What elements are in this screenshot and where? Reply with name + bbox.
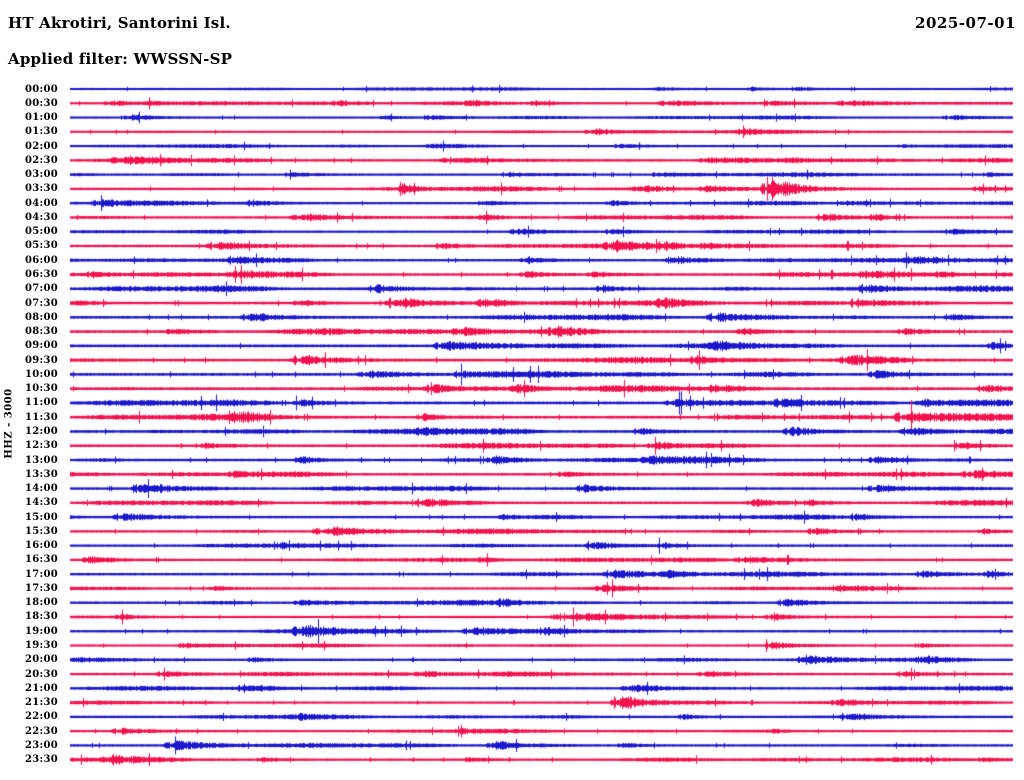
trace-time-label: 09:30 — [24, 354, 58, 366]
trace-time-label: 12:00 — [24, 425, 58, 437]
trace-time-label: 00:30 — [24, 97, 58, 109]
trace-time-label: 04:00 — [24, 197, 58, 209]
trace-time-label: 14:00 — [24, 483, 58, 495]
trace-time-label: 21:00 — [24, 682, 58, 694]
trace-time-label: 15:30 — [24, 525, 58, 537]
trace-time-label: 19:30 — [24, 640, 58, 652]
trace-time-label: 01:00 — [24, 112, 58, 124]
trace-time-label: 19:00 — [24, 625, 58, 637]
trace-time-label: 22:00 — [24, 711, 58, 723]
trace-time-label: 10:30 — [24, 383, 58, 395]
trace-time-label: 17:00 — [24, 568, 58, 580]
trace-time-label: 06:00 — [24, 254, 58, 266]
trace-time-label: 16:30 — [24, 554, 58, 566]
trace-time-label: 08:30 — [24, 326, 58, 338]
channel-scale-label: HHZ - 3000 — [3, 388, 15, 459]
trace-time-label: 18:00 — [24, 597, 58, 609]
trace-time-label: 17:30 — [24, 582, 58, 594]
trace-time-label: 04:30 — [24, 211, 58, 223]
trace-time-label: 11:00 — [24, 397, 58, 409]
trace-time-label: 16:00 — [24, 540, 58, 552]
trace-time-label: 21:30 — [24, 697, 58, 709]
trace-time-label: 06:30 — [24, 269, 58, 280]
trace-time-label: 03:30 — [24, 183, 58, 195]
trace-time-label: 18:30 — [24, 611, 58, 623]
trace-time-label: 10:00 — [24, 368, 58, 380]
trace-time-label: 23:00 — [24, 739, 58, 751]
station-title: HT Akrotiri, Santorini Isl. — [8, 14, 231, 32]
trace-time-label: 12:30 — [24, 440, 58, 452]
trace-time-label: 08:00 — [24, 311, 58, 323]
record-date: 2025-07-01 — [915, 14, 1016, 32]
trace-time-label: 22:30 — [24, 725, 58, 737]
trace-time-label: 07:00 — [24, 283, 58, 295]
trace-time-label: 02:00 — [24, 140, 58, 152]
trace-time-label: 20:00 — [24, 654, 58, 666]
trace-time-label: 02:30 — [24, 154, 58, 166]
trace-time-label: 11:30 — [24, 411, 58, 423]
trace-time-label: 14:30 — [24, 497, 58, 509]
trace-time-label: 05:00 — [24, 226, 58, 238]
trace-time-label: 00:00 — [24, 83, 58, 95]
trace-time-label: 23:30 — [24, 754, 58, 766]
trace-time-label: 05:30 — [24, 240, 58, 252]
trace-time-label: 15:00 — [24, 511, 58, 523]
trace-time-label: 13:30 — [24, 468, 58, 480]
applied-filter-label: Applied filter: WWSSN-SP — [8, 50, 233, 68]
trace-time-label: 20:30 — [24, 668, 58, 680]
trace-time-label: 07:30 — [24, 297, 58, 309]
trace-time-label: 09:00 — [24, 340, 58, 352]
trace-time-label: 03:00 — [24, 169, 58, 181]
trace-time-label: 01:30 — [24, 126, 58, 138]
trace-time-label: 13:00 — [24, 454, 58, 466]
